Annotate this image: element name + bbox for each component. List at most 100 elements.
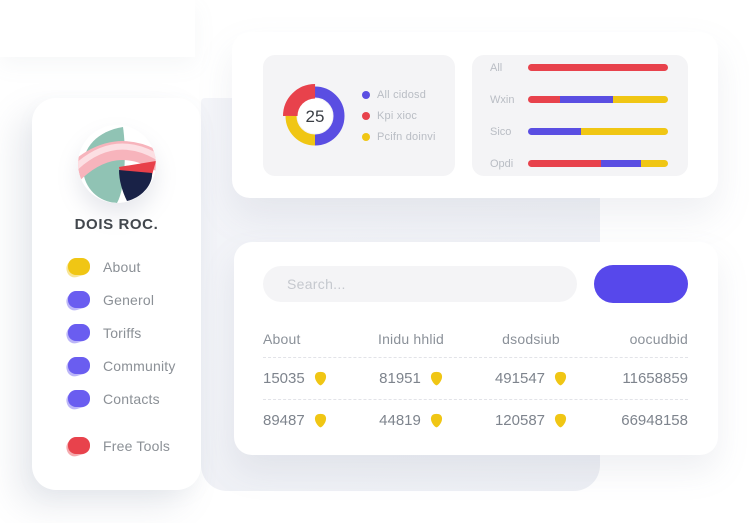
- brand-logo-graphic: [77, 125, 156, 203]
- cell-value: 81951: [379, 370, 421, 387]
- white-strip-decoration: [0, 0, 195, 57]
- sidebar-item-community[interactable]: Community: [68, 349, 201, 382]
- donut-panel: 25 All cidosd Kpi xioc Pcifn doinvi: [263, 55, 455, 176]
- table-row: 15035 81951 491547 11658859: [263, 357, 688, 399]
- shield-icon: [430, 371, 443, 386]
- shield-icon: [314, 371, 327, 386]
- donut-hole: [297, 98, 333, 133]
- donut-center-value: 25: [306, 107, 325, 126]
- shield-icon: [554, 371, 567, 386]
- table-row: 89487 44819 120587 66948158: [263, 399, 688, 441]
- bar-segment-blue: [600, 160, 642, 167]
- table-cell: 120587: [471, 412, 591, 429]
- column-header-about: About: [263, 331, 351, 347]
- white-corner-block: [638, 495, 749, 523]
- bar-label: Sico: [490, 125, 512, 138]
- bar-segment-blue: [528, 128, 582, 135]
- sidebar-item-contacts[interactable]: Contacts: [68, 382, 201, 415]
- bar-row-opdi: Opdi: [490, 158, 668, 170]
- search-row: [263, 265, 688, 303]
- bar-track: [528, 64, 668, 71]
- column-header-inidu-hhlid: Inidu hhlid: [351, 331, 471, 347]
- bar-segment-yellow: [613, 96, 668, 103]
- bar-label: All: [490, 61, 503, 74]
- donut-chart: 25: [283, 83, 347, 148]
- column-header-label: About: [263, 331, 301, 347]
- sidebar-item-label: Contacts: [103, 390, 160, 407]
- bar-row-sico: Sico: [490, 126, 668, 138]
- sidebar-item-toriffs[interactable]: Toriffs: [68, 316, 201, 349]
- cell-value: 120587: [494, 412, 546, 429]
- shield-icon: [314, 413, 327, 428]
- sidebar-menu: About Generol Toriffs Community Contacts: [32, 250, 201, 415]
- brand-logo: [77, 125, 156, 203]
- table-body: 15035 81951 491547 11658859 89487 44819 120587…: [263, 357, 688, 441]
- donut-segment-pcifn-doinvi: [285, 86, 345, 145]
- toriffs-blob-icon: [68, 324, 90, 341]
- bar-label: Opdi: [490, 157, 514, 170]
- bar-segment-yellow: [641, 160, 668, 167]
- table-cell: 81951: [351, 370, 471, 387]
- bar-row-all: All: [490, 62, 668, 74]
- bar-segment-red: [528, 96, 561, 103]
- search-input[interactable]: [263, 266, 577, 302]
- sidebar: DOIS ROC. About Generol Toriffs Community Co…: [32, 98, 201, 490]
- bar-track: [528, 128, 668, 135]
- data-table: About Inidu hhlid dsodsiub oocudbid 15035 81…: [263, 321, 688, 441]
- primary-action-button[interactable]: [594, 265, 688, 303]
- cell-value: 66948158: [621, 412, 688, 429]
- bars-panel: All Wxin Sico Opdi: [472, 55, 688, 176]
- brand-name: DOIS ROC.: [74, 216, 159, 233]
- column-header-oocudbid: oocudbid: [591, 331, 688, 347]
- table-header-row: About Inidu hhlid dsodsiub oocudbid: [263, 321, 688, 357]
- sidebar-item-label: Toriffs: [103, 324, 142, 341]
- table-cell: 15035: [263, 370, 351, 387]
- sidebar-item-free-tools[interactable]: Free Tools: [68, 429, 201, 462]
- sidebar-item-generol[interactable]: Generol: [68, 283, 201, 316]
- table-cell: 66948158: [591, 412, 688, 429]
- community-blob-icon: [68, 357, 90, 374]
- cell-value: 15035: [263, 370, 305, 387]
- cell-value: 11658859: [622, 370, 688, 387]
- shield-icon: [430, 413, 443, 428]
- stats-card: 25 All cidosd Kpi xioc Pcifn doinvi All Wxi…: [232, 32, 718, 198]
- cell-value: 89487: [263, 412, 305, 429]
- bar-segment-red: [528, 64, 668, 71]
- table-cell: 11658859: [591, 370, 688, 387]
- legend-dot-icon: [362, 132, 370, 141]
- bar-label: Wxin: [490, 93, 515, 106]
- legend-item-pcifn-doinvi: Pcifn doinvi: [362, 131, 436, 143]
- cell-value: 44819: [379, 412, 421, 429]
- column-header-label: oocudbid: [629, 331, 688, 347]
- table-cell: 89487: [263, 412, 351, 429]
- sidebar-item-label: Generol: [103, 291, 155, 308]
- bar-segment-yellow: [581, 128, 668, 135]
- free-tools-blob-icon: [68, 437, 90, 454]
- cell-value: 491547: [494, 370, 546, 387]
- column-header-label: dsodsiub: [502, 331, 560, 347]
- legend-dot-icon: [362, 90, 370, 99]
- legend-item-all-cidosd: All cidosd: [362, 89, 436, 101]
- bar-track: [528, 96, 668, 103]
- table-cell: 491547: [471, 370, 591, 387]
- about-blob-icon: [68, 258, 90, 275]
- donut-legend: All cidosd Kpi xioc Pcifn doinvi: [362, 89, 436, 143]
- sidebar-item-label: Free Tools: [103, 437, 171, 454]
- bar-segment-blue: [560, 96, 614, 103]
- legend-item-kpi-xioc: Kpi xioc: [362, 110, 436, 122]
- sidebar-menu-footer: Free Tools: [32, 429, 201, 462]
- bar-segment-red: [528, 160, 601, 167]
- sidebar-item-label: About: [103, 258, 141, 275]
- stacked-bars-chart: All Wxin Sico Opdi: [490, 62, 668, 170]
- contacts-blob-icon: [68, 390, 90, 407]
- legend-label: Kpi xioc: [377, 109, 418, 122]
- legend-label: Pcifn doinvi: [377, 130, 436, 143]
- bar-track: [528, 160, 668, 167]
- legend-dot-icon: [362, 111, 370, 120]
- sidebar-item-about[interactable]: About: [68, 250, 201, 283]
- table-card: About Inidu hhlid dsodsiub oocudbid 15035 81…: [234, 242, 718, 455]
- sidebar-item-label: Community: [103, 357, 176, 374]
- legend-label: All cidosd: [377, 88, 427, 101]
- bar-row-wxin: Wxin: [490, 94, 668, 106]
